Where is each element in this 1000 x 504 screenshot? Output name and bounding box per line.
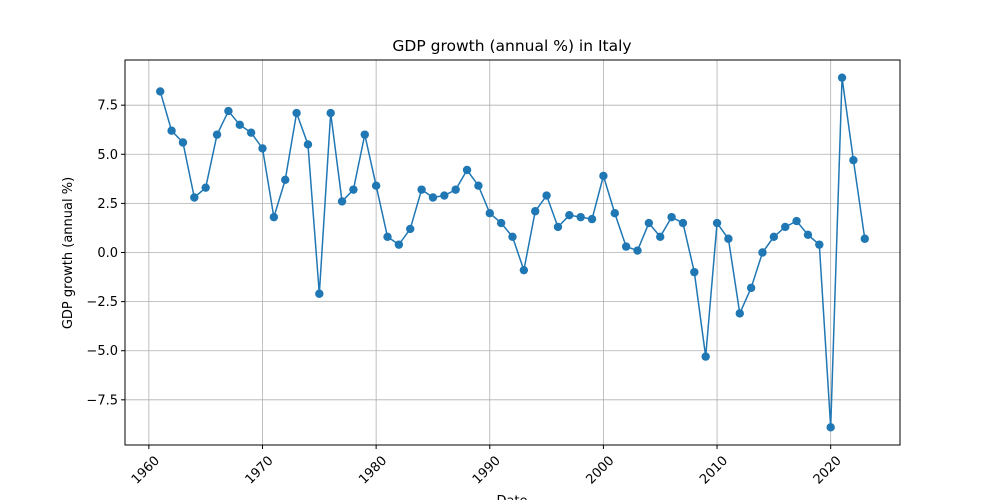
point [678,218,688,228]
point [735,309,744,318]
point [156,87,165,96]
point [349,185,358,194]
point [746,283,756,293]
point [178,138,188,147]
point [212,130,222,139]
point [712,218,722,228]
chart-title: GDP growth (annual %) in Italy [392,37,631,55]
point [758,248,767,257]
point [508,232,517,241]
y-tick-label: −7.5 [86,393,118,408]
y-tick-label: 5.0 [97,148,118,163]
point [599,171,608,181]
point [781,222,790,232]
point [860,234,869,243]
point [621,242,631,251]
point [485,209,494,218]
point [587,214,597,224]
point [167,126,176,135]
y-tick-label: 7.5 [97,99,118,114]
point [656,232,665,241]
point [633,246,642,255]
point [644,218,654,228]
plot-frame [124,59,901,446]
point [224,106,233,116]
x-axis-label: Date [496,494,527,500]
point [428,193,438,202]
point [701,352,710,361]
point [803,230,813,240]
point [792,216,801,226]
point [462,165,472,175]
point [406,224,415,234]
point [610,209,619,218]
y-axis-label: GDP growth (annual %) [61,177,76,329]
point [417,185,426,194]
y-tick-label: −2.5 [86,295,118,310]
point [303,140,313,149]
point [337,197,347,206]
point [496,218,506,228]
point [690,267,699,277]
point [190,193,199,202]
point [235,120,244,130]
point [394,240,404,249]
point [849,155,858,165]
point [837,73,847,82]
y-tick-label: −5.0 [86,344,118,359]
point [269,212,279,222]
point [246,128,256,137]
point [667,212,676,222]
point [258,144,267,153]
point [815,240,824,249]
point [553,222,563,232]
point [826,423,835,432]
point [542,191,551,200]
point [292,108,301,118]
point [326,108,335,118]
point [201,183,210,192]
point [531,207,540,216]
point [440,191,449,200]
point [519,265,529,275]
point [281,175,290,185]
point [576,212,585,222]
point [371,181,381,190]
y-tick-label: 0.0 [97,246,118,261]
point [769,232,779,241]
point [451,185,460,194]
point [315,289,324,298]
point [383,232,392,241]
point [565,210,574,220]
point [360,130,369,139]
y-tick-label: 2.5 [97,197,118,212]
point [474,181,483,190]
point [724,234,733,243]
